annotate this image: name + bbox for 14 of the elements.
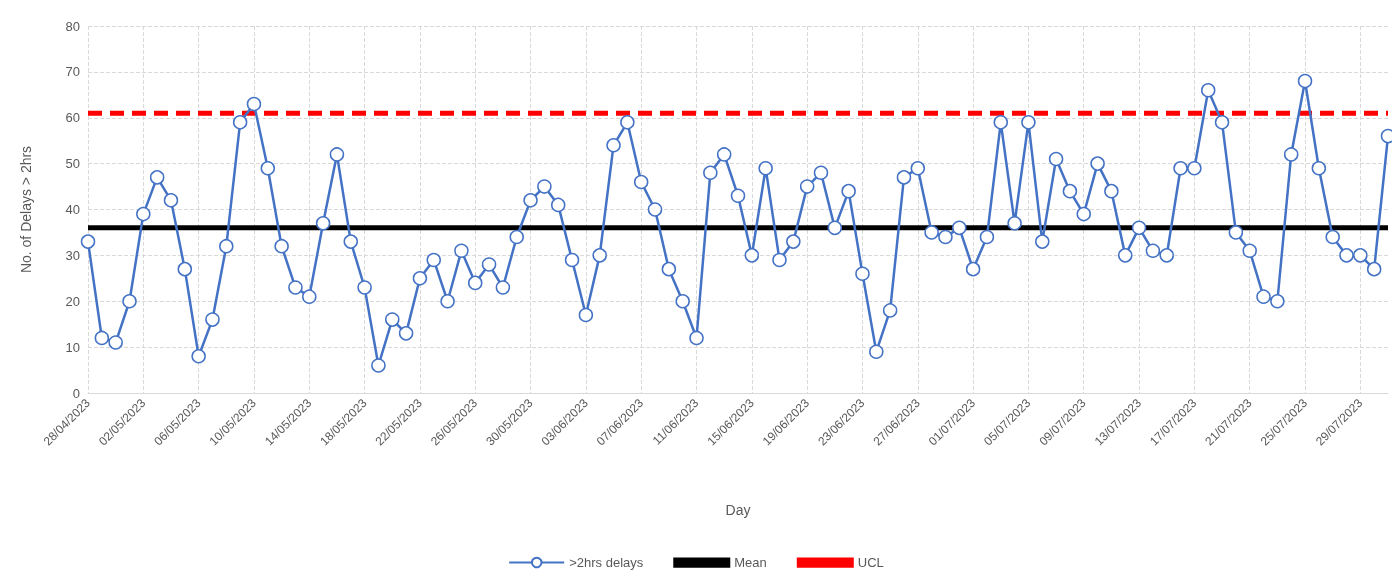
- x-axis-title: Day: [725, 502, 751, 518]
- y-tick-label: 0: [72, 385, 80, 401]
- y-tick-label: 10: [65, 339, 80, 355]
- legend-label: Mean: [734, 555, 767, 570]
- y-tick-label: 50: [65, 156, 80, 172]
- y-tick-label: 20: [65, 293, 80, 309]
- y-tick-label: 80: [65, 18, 80, 34]
- y-tick-label: 60: [65, 110, 80, 126]
- y-axis-title: No. of Delays > 2hrs: [18, 145, 34, 274]
- y-tick-label: 30: [65, 247, 80, 263]
- legend-label: UCL: [857, 555, 884, 570]
- legend-label: >2hrs delays: [569, 555, 644, 570]
- y-tick-label: 40: [65, 202, 80, 217]
- y-tick-label: 70: [65, 64, 80, 80]
